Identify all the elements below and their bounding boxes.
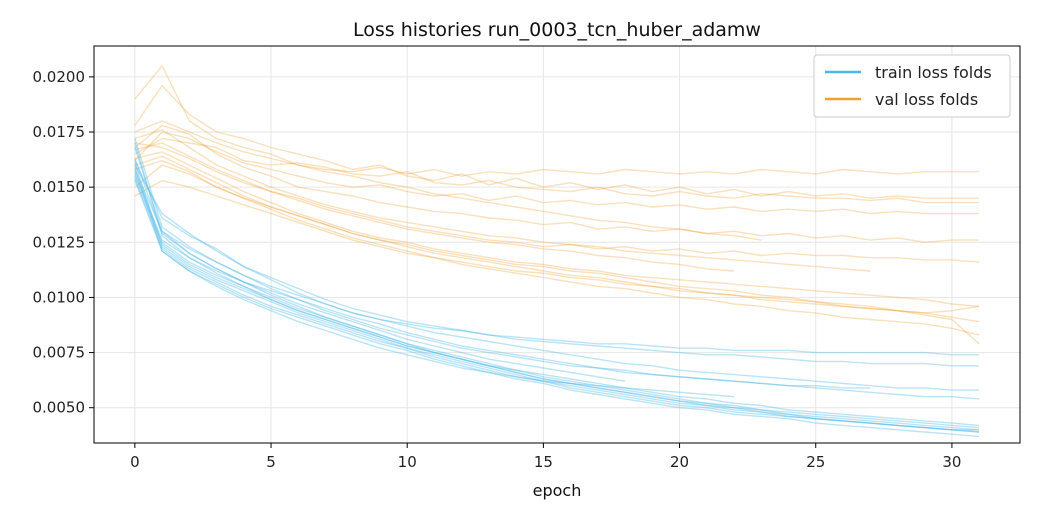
train-loss-line-1	[134, 164, 980, 367]
val-loss-line-14	[134, 65, 980, 177]
y-tick-label: 0.0050	[33, 399, 86, 417]
y-tick-label: 0.0125	[33, 233, 86, 251]
y-tick-label: 0.0175	[33, 123, 86, 141]
legend-box	[813, 54, 1011, 118]
train-loss-line-13	[134, 138, 871, 389]
val-loss-line-21	[134, 155, 980, 314]
legend-label-val: val loss folds	[875, 90, 978, 109]
train-loss-line-7	[134, 178, 980, 431]
train-loss-line-0	[134, 160, 980, 356]
series-lines	[134, 65, 980, 438]
train-loss-line-5	[134, 175, 980, 431]
train-loss-line-8	[134, 147, 980, 433]
val-loss-line-17	[134, 131, 980, 215]
y-tick-label: 0.0150	[33, 178, 86, 196]
train-loss-line-12	[134, 158, 626, 382]
chart-title: Loss histories run_0003_tcn_huber_adamw	[353, 19, 761, 41]
val-loss-line-23	[134, 179, 980, 336]
y-tick-label: 0.0200	[33, 68, 86, 86]
legend-label-train: train loss folds	[875, 63, 992, 82]
val-loss-line-24	[134, 164, 980, 345]
x-tick-label: 15	[534, 453, 553, 471]
train-loss-line-11	[134, 167, 735, 398]
plot-frame	[93, 45, 1021, 444]
y-tick-label: 0.0075	[33, 344, 86, 362]
x-axis-title: epoch	[533, 481, 582, 500]
val-loss-line-18	[134, 124, 980, 244]
x-tick-label: 5	[266, 453, 276, 471]
legend: train loss folds val loss folds	[813, 54, 1011, 118]
train-loss-line-3	[134, 171, 980, 400]
val-loss-line-16	[134, 137, 980, 204]
x-tick-label: 30	[942, 453, 961, 471]
train-loss-line-9	[134, 180, 980, 438]
axis-ticks: 0 5 10 15 20 25 30 0.0050 0.0075 0.0100 0.0125 0.01…	[33, 68, 962, 471]
val-loss-line-25	[134, 142, 735, 272]
val-loss-line-20	[134, 151, 980, 307]
val-loss-line-22	[134, 159, 980, 323]
val-loss-line-26	[134, 129, 871, 272]
val-loss-line-19	[134, 142, 980, 263]
y-tick-label: 0.0100	[33, 288, 86, 306]
x-tick-label: 0	[130, 453, 140, 471]
val-loss-line-15	[134, 84, 980, 199]
grid-lines	[94, 46, 1020, 443]
train-loss-line-4	[134, 173, 980, 427]
x-tick-label: 10	[398, 453, 417, 471]
val-loss-line-27	[134, 120, 762, 241]
train-loss-line-6	[134, 162, 980, 433]
x-tick-label: 20	[670, 453, 689, 471]
train-loss-line-2	[134, 169, 980, 391]
x-tick-label: 25	[806, 453, 825, 471]
train-loss-line-10	[134, 142, 980, 429]
